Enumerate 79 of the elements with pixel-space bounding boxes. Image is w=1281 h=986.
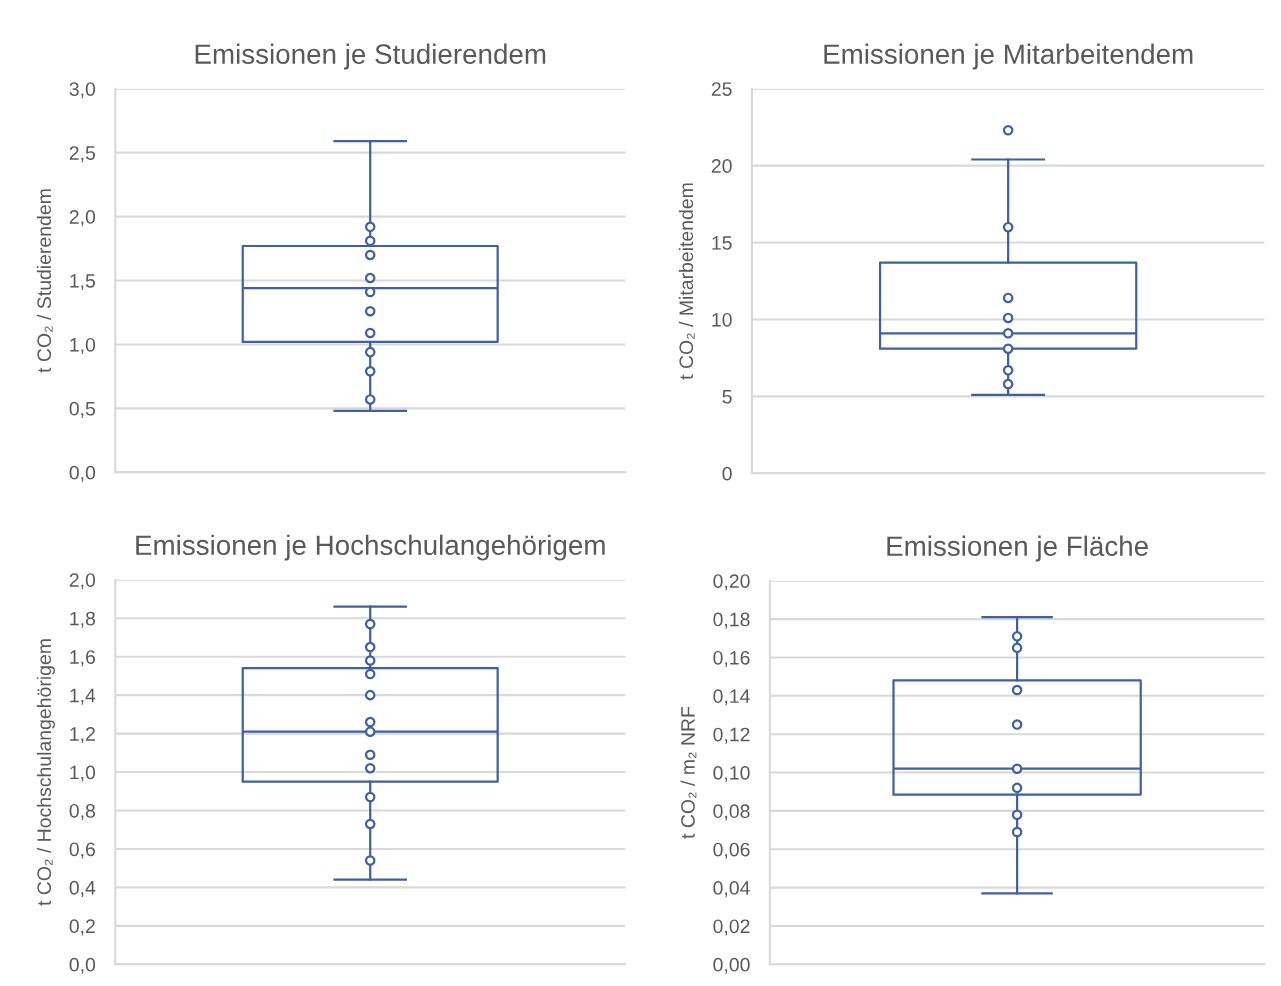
point [364,818,376,830]
y-tick-label: 1,8 [70,611,95,628]
y-tick-label: 0,14 [713,689,750,706]
chart-title: Emissionen je Mitarbeitendem [824,43,1193,70]
y-tick-label: 1,0 [70,765,96,782]
y-tick-label: 1,5 [70,274,96,291]
chart-title: Emissionen je Fläche [887,535,1148,562]
y-tick-label: 15 [712,236,732,250]
point [1002,343,1014,354]
point [1011,684,1023,696]
point [364,726,376,737]
point [364,346,376,358]
y-tick-label: 0 [722,466,732,481]
point [364,689,376,701]
point [364,791,376,803]
y-tick-label: 2,0 [69,573,96,590]
point [1011,631,1023,642]
y-tick-label: 20 [711,159,732,173]
y-tick-label: 1,6 [70,650,95,667]
y-tick-label: 0,06 [713,842,750,859]
y-axis-title: t CO₂ / Studierendem [36,189,53,373]
y-tick-label: 0,10 [713,766,750,783]
point [1002,292,1014,304]
y-tick-label: 1,0 [70,337,96,354]
y-tick-label: 0,04 [713,881,750,898]
y-tick-label: 0,16 [713,650,750,667]
y-axis-title: t CO₂ / Hochschulangehörigem [36,639,55,906]
point [364,327,376,339]
point [364,716,376,728]
y-tick-label: 0,02 [713,919,750,936]
point [1002,378,1014,390]
y-tick-label: 10 [712,312,732,327]
point [1002,364,1014,376]
y-tick-label: 0,4 [69,880,96,897]
point [364,641,376,653]
point [364,286,376,298]
y-tick-label: 1,4 [70,688,96,705]
point [364,305,376,317]
y-tick-label: 0,0 [69,465,96,482]
y-tick-label: 2,5 [69,146,96,163]
point [1002,328,1014,339]
chart-title: Emissionen je Hochschulangehörigem [136,534,605,561]
y-tick-label: 0,5 [69,401,96,418]
point [364,749,376,761]
y-tick-label: 0,08 [713,804,750,821]
y-tick-label: 2,0 [69,210,96,227]
point [364,366,376,377]
y-tick-label: 0,0 [69,957,96,974]
chart-title: Emissionen je Studierendem [195,43,546,70]
y-tick-label: 3,0 [69,82,96,99]
y-tick-label: 0,12 [713,727,750,744]
point [364,394,376,405]
y-tick-label: 0,18 [713,612,750,629]
point [1011,826,1023,838]
y-tick-label: 0,00 [713,957,750,974]
point [1002,312,1014,324]
point [364,762,376,774]
y-tick-label: 25 [711,82,732,96]
point [1002,221,1014,233]
point [364,249,376,261]
point [1011,719,1023,730]
point [364,272,376,284]
y-tick-label: 1,2 [70,727,95,744]
point [364,668,376,680]
point [1011,809,1023,820]
point [1011,642,1023,654]
y-axis-title: t CO₂ / m₂ NRF [680,706,697,839]
y-tick-label: 0,2 [69,919,95,936]
point [364,618,376,630]
point [1011,763,1023,774]
y-tick-label: 0,8 [69,803,95,821]
point [364,655,376,666]
point [364,221,376,233]
y-tick-label: 0,20 [713,574,750,591]
y-axis-title: t CO₂ / Mitarbeitendem [678,183,695,380]
y-tick-label: 5 [722,390,732,404]
y-tick-label: 0,6 [69,842,95,859]
point [1011,782,1023,794]
point [364,855,376,866]
